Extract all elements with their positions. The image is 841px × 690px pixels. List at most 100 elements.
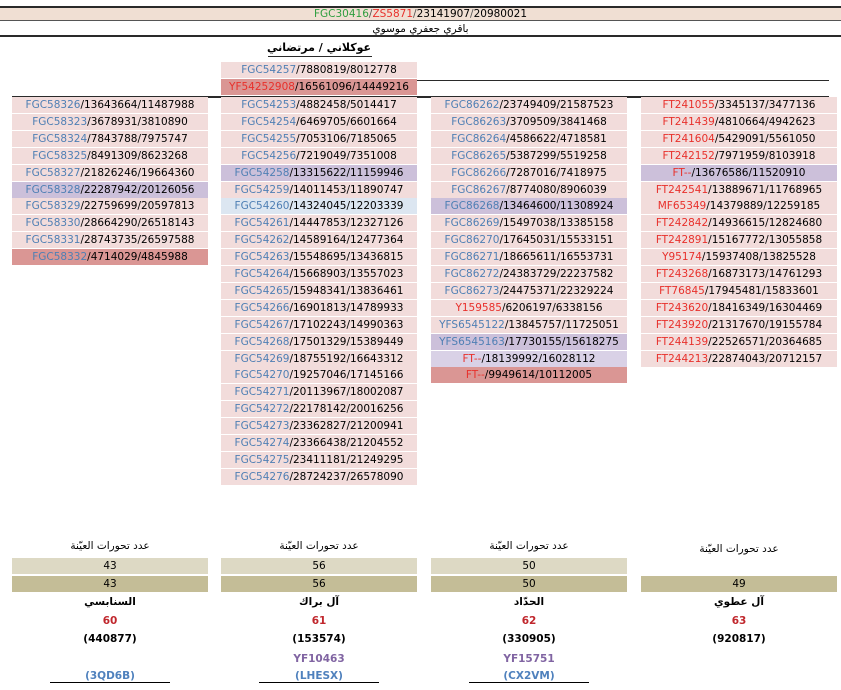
- sample-code-link[interactable]: (LHESX): [295, 670, 343, 682]
- family-name: الحدّاد: [513, 596, 545, 608]
- snp-name: FGC58324: [32, 132, 88, 145]
- position-hg38: 18416349: [711, 301, 766, 314]
- snp-name: FGC54258: [234, 166, 290, 179]
- position-hg38: 7287016: [509, 166, 557, 179]
- snp-name: FGC58330: [25, 217, 81, 230]
- position-hg19: 22237582: [560, 268, 614, 280]
- kit-number: (330905): [502, 633, 556, 645]
- snp-name: FGC54259: [234, 183, 290, 196]
- snp-name: MF65349: [657, 200, 707, 213]
- position-hg38: 28664290: [84, 217, 138, 230]
- snp-name: FGC54271: [234, 386, 290, 399]
- position-hg38: 4586622: [509, 132, 557, 145]
- position-hg38: 3709509: [509, 115, 557, 128]
- snp-name: FGC58328: [25, 183, 81, 196]
- snp-name: FT243920: [655, 318, 709, 331]
- position-hg38: 16901813: [293, 301, 347, 314]
- position-hg19: 6338156: [555, 301, 603, 314]
- mutation-count-label: عدد تحورات العيّنة: [279, 540, 359, 552]
- snp-name: YF54252908: [229, 81, 295, 93]
- col3-snp-row: FGC54264/15668903/13557023: [221, 266, 417, 282]
- clade-underline: [268, 56, 372, 57]
- position-hg38: 23749409: [503, 99, 557, 111]
- position-hg19: 16643312: [350, 352, 404, 365]
- position-hg38: 15668903: [293, 268, 347, 280]
- col1-snp-row: FT244213/22874043/20712157: [641, 350, 837, 367]
- snp-name: FT241604: [662, 132, 715, 145]
- position-hg38: 18665611: [503, 251, 557, 264]
- position-hg19: 16028112: [541, 352, 596, 365]
- position-hg38: 22178142: [293, 403, 347, 416]
- col4-snp-row: FGC58331/28743735/26597588: [12, 232, 208, 249]
- col2-snp-row: FGC86266/7287016/7418975: [431, 164, 627, 181]
- position-hg19: 18002087: [350, 386, 404, 399]
- mutation-count-2: 49: [641, 576, 837, 592]
- mutation-count-label: عدد تحورات العيّنة: [489, 540, 569, 552]
- position-hg38: 23366438: [293, 437, 347, 449]
- family-name: آل براك: [298, 596, 340, 608]
- snp-name: FT--: [462, 352, 482, 365]
- position-hg38: 8491309: [90, 149, 138, 162]
- col4-snp-row: FGC58324/7843788/7975747: [12, 130, 208, 147]
- col3-snp-row: FGC54268/17501329/15389449: [221, 333, 417, 350]
- col3-snp-row: FGC54265/15948341/13836461: [221, 282, 417, 299]
- col1-snp-row: FT242541/13889671/11768965: [641, 181, 837, 198]
- sample-code-link[interactable]: (3QD6B): [85, 670, 135, 682]
- position-hg38: 7843788: [90, 132, 138, 145]
- col1-snp-row: FT242152/7971959/8103918: [641, 147, 837, 164]
- header-snp-part: FGC30416: [313, 8, 369, 20]
- position-hg38: 4714029: [90, 251, 138, 264]
- col3-snp-row: FGC54261/14447853/12327126: [221, 215, 417, 232]
- position-hg19: 21200941: [350, 420, 404, 433]
- branch-line-top: [417, 80, 829, 81]
- sample-code: (LHESX): [259, 670, 379, 683]
- position-hg19: 4845988: [141, 251, 188, 264]
- position-hg38: 7880819: [299, 64, 347, 76]
- sample-code-link[interactable]: (CX2VM): [503, 670, 555, 682]
- col2-snp-row: FGC86270/17645031/15533151: [431, 232, 627, 249]
- position-hg38: 5429091: [718, 132, 766, 145]
- snp-name: FGC54275: [234, 453, 290, 466]
- snp-name: FGC54273: [234, 420, 290, 433]
- position-hg19: 12327126: [350, 217, 404, 230]
- snp-name: FT243620: [655, 301, 709, 314]
- position-hg19: 12477364: [350, 234, 404, 247]
- col2-snp-row: FGC86267/8774080/8906039: [431, 181, 627, 198]
- position-hg38: 28743735: [84, 234, 138, 247]
- position-hg38: 5387299: [509, 149, 557, 162]
- position-hg38: 22874043: [711, 352, 766, 365]
- col2-snp-row: YFS6545163/17730155/15618275: [431, 333, 627, 350]
- col1-snp-row: Y95174/15937408/13825528: [641, 249, 837, 266]
- position-hg19: 11520910: [751, 166, 806, 179]
- position-hg19: 14761293: [768, 268, 823, 280]
- position-hg19: 11768965: [768, 183, 823, 196]
- position-hg38: 16873173: [711, 268, 766, 280]
- position-hg19: 14990363: [350, 318, 404, 331]
- snp-name: FGC54269: [234, 352, 290, 365]
- position-hg38: 16561096: [298, 81, 352, 93]
- position-hg19: 13825528: [762, 251, 816, 264]
- position-hg38: 23362827: [293, 420, 347, 433]
- col1-snp-row: MF65349/14379889/12259185: [641, 198, 837, 215]
- position-hg19: 20364685: [768, 335, 823, 348]
- col1-snp-row: FT242891/15167772/13055858: [641, 232, 837, 249]
- haplogroup-label: YF15751: [503, 653, 555, 665]
- snp-name: FGC54253: [241, 99, 297, 111]
- position-hg19: 8012778: [350, 64, 397, 76]
- col3-snp-row: FGC54258/13315622/11159946: [221, 164, 417, 181]
- snp-name: FT241055: [662, 99, 715, 111]
- snp-name: FT--: [465, 369, 485, 382]
- position-hg38: 15497038: [503, 217, 557, 230]
- position-hg19: 11159946: [350, 166, 404, 179]
- position-hg19: 4942623: [768, 115, 816, 128]
- position-hg19: 14789933: [350, 301, 404, 314]
- col3-snp-row: FGC54266/16901813/14789933: [221, 299, 417, 316]
- position-hg19: 21204552: [350, 437, 404, 449]
- snp-name: FGC54260: [234, 200, 290, 213]
- sample-code: (3QD6B): [50, 670, 170, 683]
- col3-snp-row: FGC54273/23362827/21200941: [221, 418, 417, 435]
- branch-line-left: [12, 96, 417, 98]
- snp-name: FT241439: [662, 115, 715, 128]
- snp-name: Y95174: [662, 251, 702, 264]
- position-hg19: 16553731: [560, 251, 614, 264]
